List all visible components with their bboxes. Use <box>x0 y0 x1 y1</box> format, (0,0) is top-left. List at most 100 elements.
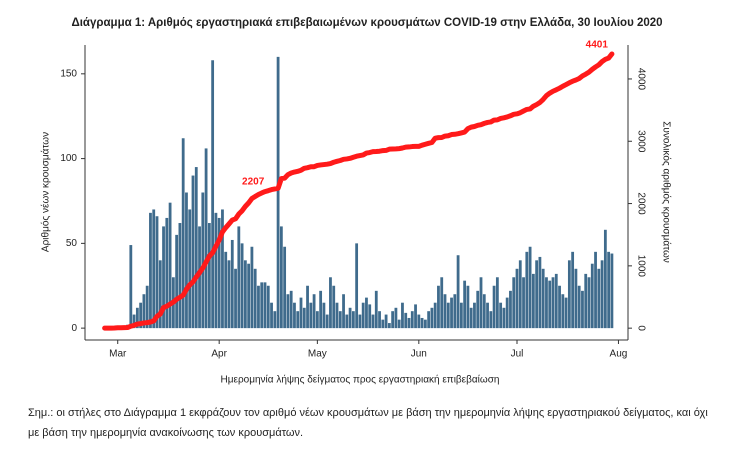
bar <box>463 280 467 329</box>
annotation: 2207 <box>242 176 265 187</box>
bar <box>528 246 532 329</box>
bar <box>266 285 270 329</box>
x-tick-label: Mar <box>109 349 127 360</box>
chart-title: Διάγραμμα 1: Αριθμός εργαστηριακά επιβεβ… <box>71 17 662 29</box>
bar <box>397 319 401 329</box>
bar <box>525 251 529 329</box>
bar <box>158 260 162 329</box>
bar <box>168 202 172 329</box>
bar <box>250 246 254 329</box>
bar <box>558 285 561 329</box>
bar <box>201 192 205 329</box>
bar <box>302 307 306 329</box>
bar <box>257 285 260 329</box>
bar <box>165 217 169 329</box>
bar <box>155 216 159 329</box>
bar <box>502 307 506 329</box>
bar <box>541 268 545 329</box>
bar <box>387 323 391 329</box>
y2-tick-label: 1000 <box>635 255 646 278</box>
bar <box>332 285 336 329</box>
bar <box>207 223 211 329</box>
bar <box>607 251 611 329</box>
bar <box>603 229 607 329</box>
bar <box>545 277 548 329</box>
bar <box>355 243 359 329</box>
bar <box>142 294 146 329</box>
bar <box>476 290 480 329</box>
bar <box>499 302 503 329</box>
bar <box>427 311 431 329</box>
bar <box>486 302 489 329</box>
y-tick-label: 150 <box>60 68 77 79</box>
bar <box>391 311 395 329</box>
bar <box>247 263 251 329</box>
bar <box>351 311 355 329</box>
bar <box>600 260 604 329</box>
bar <box>459 302 463 329</box>
bar <box>240 243 244 329</box>
bar <box>348 307 352 329</box>
bar <box>338 311 342 329</box>
note: Σημ.: οι στήλες στο Διάγραμμα 1 εκφράζου… <box>28 407 708 439</box>
y2-tick-label: 4000 <box>635 68 646 91</box>
bar <box>178 223 182 329</box>
bar <box>273 311 277 329</box>
bar <box>276 56 280 329</box>
bar <box>194 167 198 329</box>
bar <box>315 311 319 329</box>
bar <box>319 290 323 329</box>
x-tick-label: Apr <box>211 349 227 360</box>
bar <box>162 226 165 329</box>
bar <box>181 138 185 329</box>
bar <box>381 319 385 329</box>
bar <box>270 302 273 329</box>
bar <box>495 277 499 329</box>
bar <box>306 285 309 329</box>
bar <box>371 314 375 329</box>
bar <box>548 280 552 329</box>
bar <box>211 60 215 329</box>
bar <box>129 245 133 329</box>
bar <box>584 273 588 329</box>
bar <box>535 260 539 329</box>
bar <box>590 263 594 329</box>
bar <box>325 314 329 329</box>
bar <box>551 277 555 329</box>
bar <box>260 282 264 329</box>
bar <box>149 212 152 329</box>
bar <box>574 268 578 329</box>
bar <box>221 209 224 329</box>
y-tick-label: 100 <box>60 153 77 164</box>
bar <box>446 302 450 329</box>
bar <box>227 260 231 329</box>
bar <box>299 297 303 329</box>
bar <box>139 302 143 329</box>
bar <box>204 148 208 329</box>
bar <box>322 302 326 329</box>
bar <box>342 294 345 329</box>
bar <box>518 260 522 329</box>
bar <box>191 175 195 329</box>
bar <box>554 273 558 329</box>
x-axis-title: Ημερομηνία λήψης δείγματος προς εργαστηρ… <box>221 374 500 386</box>
annotation: 4401 <box>586 40 609 51</box>
bar <box>469 307 473 329</box>
bar <box>135 307 139 329</box>
y2-tick-label: 2000 <box>635 192 646 215</box>
bar <box>515 268 519 329</box>
bar <box>374 290 378 329</box>
bar <box>420 317 424 329</box>
bar <box>237 226 241 329</box>
bar <box>473 302 476 329</box>
bar <box>531 273 535 329</box>
bar <box>312 294 316 329</box>
bar <box>335 302 339 329</box>
bar <box>230 239 234 329</box>
bar <box>567 260 571 329</box>
x-tick-label: Jul <box>511 349 524 360</box>
bar <box>132 314 136 329</box>
chart: Διάγραμμα 1: Αριθμός εργαστηριακά επιβεβ… <box>40 17 673 386</box>
bar <box>214 212 218 329</box>
bar <box>329 277 332 329</box>
